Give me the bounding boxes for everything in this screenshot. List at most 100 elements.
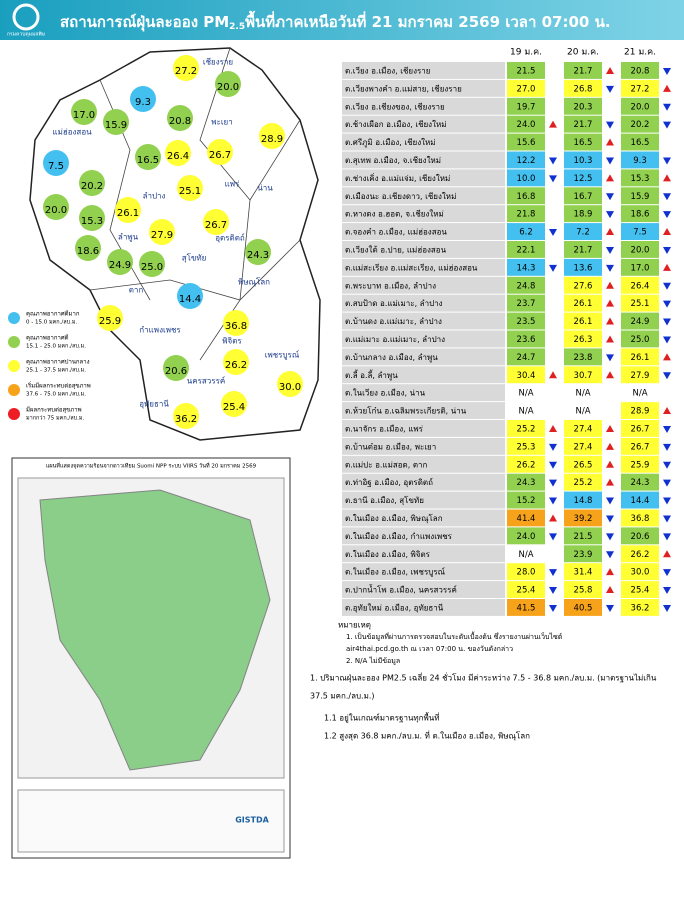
value: 6.2 <box>519 228 533 238</box>
value: 15.3 <box>631 174 650 184</box>
value-cell <box>507 276 545 294</box>
trend-arrow <box>663 533 671 541</box>
value: N/A <box>518 407 533 417</box>
value: 21.7 <box>574 120 593 130</box>
station: ต.ในเมือง อ.เมือง, กำแพงเพชร <box>345 532 453 541</box>
bubble-value: 25.4 <box>223 402 245 413</box>
value: 25.1 <box>631 299 650 309</box>
aqi-bubble <box>173 403 199 429</box>
value-cell <box>621 437 659 455</box>
value: 21.5 <box>517 66 536 76</box>
trend-arrow <box>663 604 671 612</box>
value-cell <box>621 62 659 79</box>
bubble-value: 18.6 <box>77 246 99 257</box>
value: N/A <box>575 407 590 417</box>
bubble-value: 14.4 <box>179 294 201 305</box>
station: ต.ห้วยโก๋น อ.เฉลิมพระเกียรติ, น่าน <box>345 406 467 416</box>
bubble-value: 36.8 <box>225 321 247 332</box>
hotspot-legend <box>17 789 285 853</box>
bubble-value: 27.9 <box>151 230 173 241</box>
trend-arrow <box>606 138 614 146</box>
value: 9.3 <box>633 156 647 166</box>
aqi-bubble <box>79 170 105 196</box>
station-cell <box>342 545 505 563</box>
aqi-bubble <box>107 249 133 275</box>
trend-arrow <box>606 246 614 254</box>
station: ต.แม่ปะ อ.แม่สอด, ตาก <box>345 460 428 469</box>
trend-arrow <box>606 371 614 379</box>
legend-swatch <box>8 408 20 420</box>
value: 24.9 <box>631 317 650 327</box>
station: ต.แม่สะเรียง อ.แม่สะเรียง, แม่ฮ่องสอน <box>345 263 478 272</box>
value-cell <box>564 455 602 473</box>
forest-area <box>39 489 271 771</box>
value: 24.7 <box>517 353 536 363</box>
value: N/A <box>632 389 647 399</box>
station-cell <box>342 169 505 187</box>
legend-label: มีผลกระทบต่อสุขภาพ <box>26 406 82 414</box>
value-cell <box>564 223 602 240</box>
trend-arrow <box>606 157 614 165</box>
station-cell <box>342 294 505 312</box>
value-cell <box>621 563 659 581</box>
value-cell <box>564 151 602 169</box>
value-cell <box>621 491 659 509</box>
value: 21.7 <box>574 245 593 255</box>
value: 16.7 <box>574 192 593 202</box>
trend-arrow <box>663 84 671 92</box>
station: ต.ศรีภูมิ อ.เมือง, เชียงใหม่ <box>345 138 436 148</box>
province: เชียงราย <box>203 58 233 67</box>
summary: 1.1 อยู่ในเกณฑ์มาตรฐานทุกพื้นที่ <box>324 712 440 724</box>
value: 14.8 <box>574 496 593 506</box>
value: 30.4 <box>517 371 536 381</box>
value: 24.0 <box>517 120 536 130</box>
value: 26.1 <box>574 317 593 327</box>
value-cell <box>621 330 659 348</box>
value: 25.2 <box>574 478 593 488</box>
province: อุทัยธานี <box>139 400 169 409</box>
station: ต.บ้านดง อ.แม่เมาะ, ลำปาง <box>345 317 442 326</box>
trend-arrow <box>663 300 671 308</box>
trend-arrow <box>663 103 671 111</box>
value-cell <box>507 563 545 581</box>
province: แม่ฮ่องสอน <box>52 128 92 137</box>
value-cell <box>621 455 659 473</box>
province-borders <box>89 47 301 361</box>
value: 36.8 <box>631 514 650 524</box>
date-header: 21 ม.ค. <box>624 48 656 58</box>
value-cell <box>564 420 602 437</box>
aqi-bubble <box>103 109 129 135</box>
value-cell <box>507 187 545 205</box>
station-cell <box>342 312 505 330</box>
trend-arrow <box>606 424 614 432</box>
value: 26.4 <box>631 281 650 291</box>
trend-arrow <box>606 211 614 219</box>
value: 30.7 <box>574 371 593 381</box>
value: 16.8 <box>517 192 536 202</box>
value-cell <box>621 187 659 205</box>
aqi-bubble <box>135 144 161 170</box>
station-cell <box>342 276 505 294</box>
trend-arrow <box>606 85 614 93</box>
value-cell <box>621 97 659 115</box>
legend-range: 0 - 15.0 มคก./ลบ.ม. <box>26 320 77 326</box>
value-cell <box>621 420 659 437</box>
value-cell <box>507 384 545 402</box>
value: 23.8 <box>574 353 593 363</box>
value-cell <box>564 599 602 616</box>
value-cell <box>564 384 602 402</box>
bubble-value: 27.2 <box>175 66 197 77</box>
value: 27.4 <box>574 424 593 434</box>
org: กรมควบคุมมลพิษ <box>7 31 46 38</box>
legend-swatch <box>8 360 20 372</box>
value-cell <box>507 97 545 115</box>
value-cell <box>621 294 659 312</box>
station: ต.ในเมือง อ.เมือง, เพชรบูรณ์ <box>345 567 446 578</box>
value: 13.6 <box>574 263 593 273</box>
value: 25.0 <box>631 335 650 345</box>
gistda: GISTDA <box>235 816 269 825</box>
value-cell <box>621 169 659 187</box>
value: N/A <box>518 550 533 560</box>
trend-arrow <box>606 460 614 468</box>
trend-arrow <box>663 228 671 236</box>
